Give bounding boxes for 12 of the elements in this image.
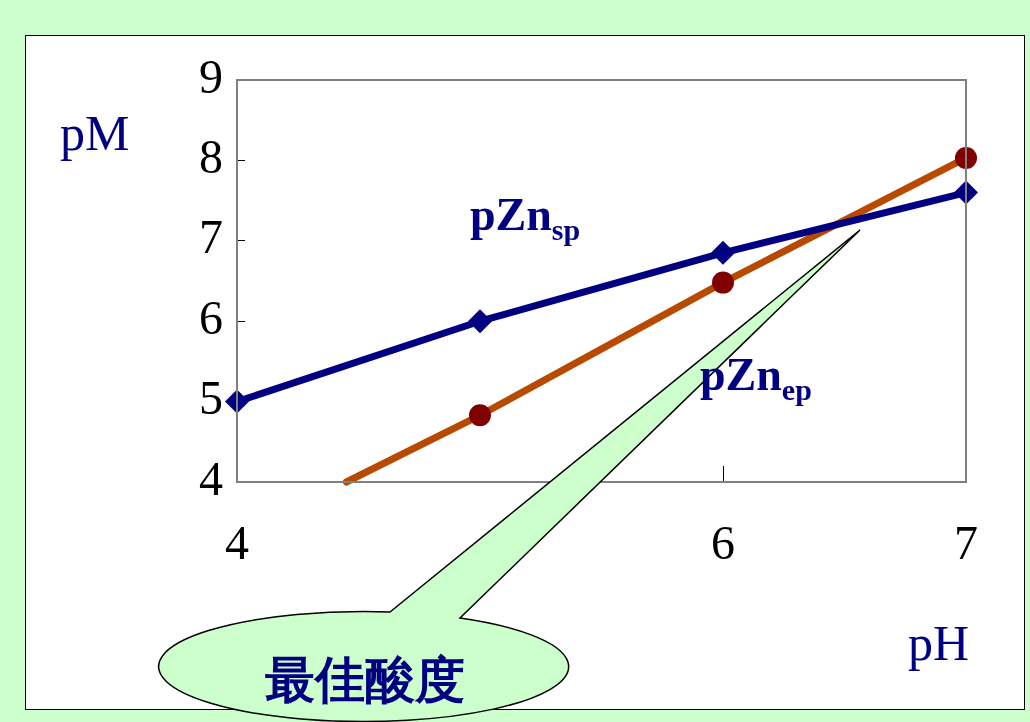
- y-tick-label: 9: [199, 49, 223, 103]
- y-tick-label: 5: [199, 371, 223, 425]
- x-tick-label: 7: [954, 516, 978, 570]
- series-label: pZn$_{sp}$: [470, 189, 581, 247]
- x-tick-label: 6: [711, 516, 735, 570]
- y-axis-title: pM: [60, 105, 130, 161]
- y-tick-label: 8: [199, 130, 223, 184]
- y-tick-label: 6: [199, 290, 223, 344]
- y-tick-label: 7: [199, 210, 223, 264]
- x-axis-title: pH: [908, 615, 970, 671]
- y-tick-label: 4: [199, 451, 223, 505]
- text: 最佳酸度: [265, 651, 465, 709]
